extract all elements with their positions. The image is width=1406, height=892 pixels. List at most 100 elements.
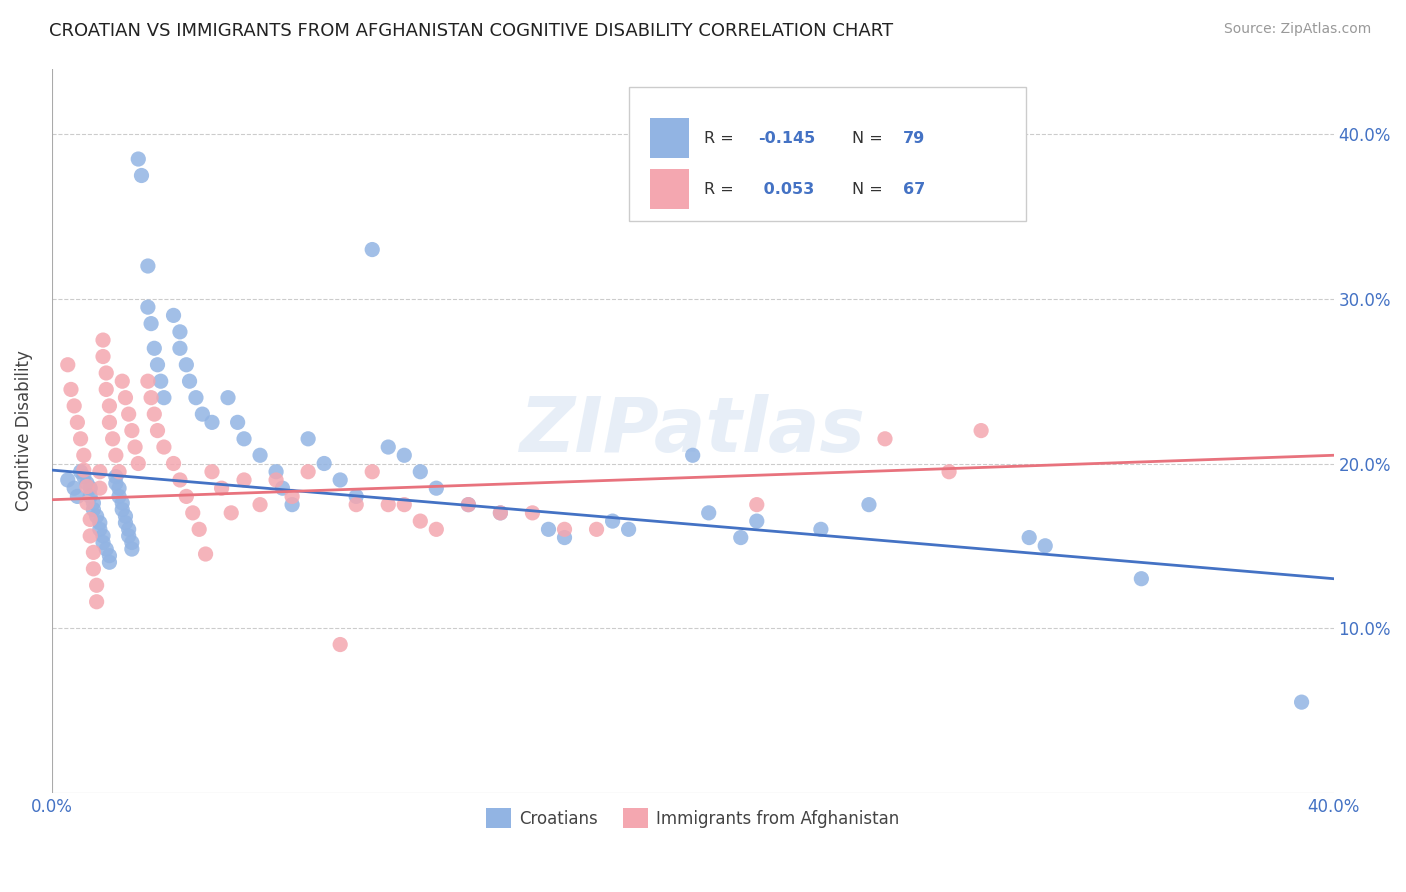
Point xyxy=(1018,531,1040,545)
Point xyxy=(98,555,121,569)
Point xyxy=(82,496,104,510)
Point xyxy=(179,374,201,388)
Point xyxy=(219,506,242,520)
Text: -0.145: -0.145 xyxy=(758,131,815,146)
Point xyxy=(73,469,96,483)
Point xyxy=(73,448,96,462)
Point xyxy=(314,457,336,471)
Point xyxy=(169,341,191,355)
Text: N =: N = xyxy=(852,131,887,146)
Legend: Croatians, Immigrants from Afghanistan: Croatians, Immigrants from Afghanistan xyxy=(479,801,907,835)
Point xyxy=(537,522,560,536)
Point xyxy=(810,522,832,536)
Point xyxy=(553,531,575,545)
Point xyxy=(377,498,399,512)
Point xyxy=(76,496,98,510)
Text: R =: R = xyxy=(704,131,740,146)
Point xyxy=(585,522,607,536)
Text: N =: N = xyxy=(852,182,887,196)
Point xyxy=(682,448,704,462)
Point xyxy=(56,473,79,487)
Point xyxy=(114,391,136,405)
Text: R =: R = xyxy=(704,182,740,196)
Point xyxy=(76,479,98,493)
Point xyxy=(89,481,111,495)
Point xyxy=(127,457,149,471)
Text: CROATIAN VS IMMIGRANTS FROM AFGHANISTAN COGNITIVE DISABILITY CORRELATION CHART: CROATIAN VS IMMIGRANTS FROM AFGHANISTAN … xyxy=(49,22,893,40)
Point xyxy=(69,465,91,479)
Point xyxy=(217,391,239,405)
Point xyxy=(745,514,768,528)
Point xyxy=(281,498,304,512)
Point xyxy=(127,152,149,166)
Y-axis label: Cognitive Disability: Cognitive Disability xyxy=(15,351,32,511)
Point xyxy=(271,481,294,495)
Point xyxy=(146,424,169,438)
Point xyxy=(264,465,287,479)
Point xyxy=(169,325,191,339)
Point xyxy=(98,549,121,563)
Point xyxy=(201,415,224,429)
Bar xyxy=(651,169,689,209)
Point xyxy=(249,498,271,512)
Point xyxy=(617,522,640,536)
Point xyxy=(553,522,575,536)
Point xyxy=(114,516,136,530)
Point xyxy=(86,595,108,609)
Point xyxy=(82,502,104,516)
Point xyxy=(66,415,89,429)
Point xyxy=(139,317,162,331)
Point xyxy=(56,358,79,372)
Point xyxy=(938,465,960,479)
Point xyxy=(191,407,214,421)
Point xyxy=(162,457,184,471)
Text: 0.053: 0.053 xyxy=(758,182,814,196)
Point xyxy=(82,562,104,576)
Point xyxy=(394,448,416,462)
Point xyxy=(264,473,287,487)
Point xyxy=(169,473,191,487)
Point xyxy=(153,440,176,454)
Point xyxy=(457,498,479,512)
Point xyxy=(124,440,146,454)
Point xyxy=(344,498,367,512)
Point xyxy=(104,469,127,483)
Point xyxy=(63,481,86,495)
Point xyxy=(211,481,233,495)
Point xyxy=(66,490,89,504)
Point xyxy=(69,432,91,446)
Point xyxy=(176,490,198,504)
Point xyxy=(226,415,249,429)
Text: ZIPatlas: ZIPatlas xyxy=(520,393,866,467)
Point xyxy=(86,578,108,592)
Point xyxy=(176,358,198,372)
Point xyxy=(377,440,399,454)
Point xyxy=(114,509,136,524)
Point xyxy=(82,545,104,559)
Point xyxy=(79,529,101,543)
Point xyxy=(111,496,134,510)
Point xyxy=(409,465,432,479)
Point xyxy=(457,498,479,512)
Point xyxy=(89,522,111,536)
Text: 79: 79 xyxy=(903,131,925,146)
Text: 67: 67 xyxy=(903,182,925,196)
Point xyxy=(98,415,121,429)
Point xyxy=(146,358,169,372)
Point xyxy=(118,522,141,536)
Point xyxy=(697,506,720,520)
Point xyxy=(91,529,114,543)
Point xyxy=(111,502,134,516)
Point xyxy=(361,465,384,479)
Point xyxy=(91,535,114,549)
Point xyxy=(63,399,86,413)
Point xyxy=(104,476,127,491)
Point xyxy=(143,407,166,421)
Point xyxy=(108,481,131,495)
Point xyxy=(297,465,319,479)
Point xyxy=(425,481,447,495)
Point xyxy=(188,522,211,536)
Point xyxy=(136,374,159,388)
Point xyxy=(136,300,159,314)
Point xyxy=(201,465,224,479)
